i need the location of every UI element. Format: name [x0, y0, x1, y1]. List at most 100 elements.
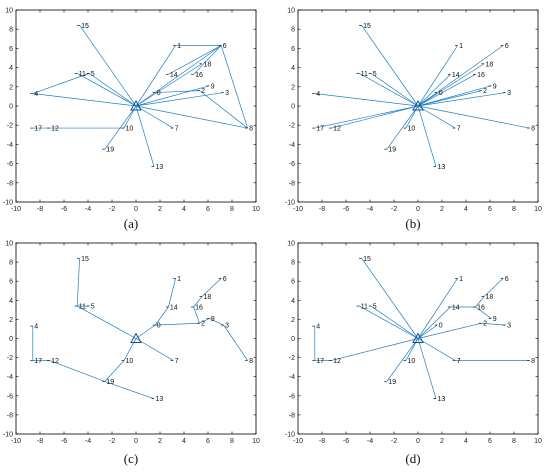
- node-label: 0: [439, 323, 443, 330]
- edge-line: [481, 322, 506, 326]
- edge-line: [417, 85, 492, 107]
- edge-line: [314, 105, 419, 129]
- y-tick-label: -2: [7, 355, 13, 362]
- node-label: 17: [34, 126, 42, 133]
- y-tick-label: 2: [9, 317, 13, 324]
- x-tick-label: 0: [416, 206, 420, 213]
- node-label: 18: [204, 61, 212, 68]
- edge-line: [135, 85, 210, 107]
- x-tick-label: -8: [319, 206, 325, 213]
- node-label: 11: [361, 71, 368, 78]
- node-label: 19: [106, 379, 114, 386]
- y-tick-label: 0: [9, 336, 13, 343]
- node-label: 2: [201, 88, 205, 95]
- x-tick-label: -10: [293, 438, 303, 445]
- node-label: 6: [505, 276, 509, 283]
- y-tick-label: -8: [289, 180, 295, 187]
- y-tick-label: 6: [291, 279, 295, 286]
- panel-caption: (d): [405, 451, 420, 466]
- node-label: 16: [477, 72, 485, 79]
- node-label: 10: [126, 358, 134, 365]
- y-tick-label: -10: [285, 200, 295, 207]
- sink-triangle-icon: [412, 99, 424, 111]
- y-tick-label: 0: [291, 104, 295, 111]
- edge-line: [104, 360, 125, 382]
- node-label: 4: [316, 324, 320, 331]
- node-label: 19: [388, 147, 396, 154]
- x-tick-label: -4: [85, 206, 91, 213]
- edge-line: [201, 278, 222, 297]
- y-tick-label: -10: [3, 432, 13, 439]
- panel-caption: (b): [405, 216, 420, 231]
- node-label: 12: [51, 126, 59, 133]
- node-label: 0: [157, 323, 161, 330]
- x-tick-label: -2: [109, 206, 115, 213]
- node-label: 1: [459, 43, 463, 50]
- node-label: 5: [91, 304, 95, 311]
- node-label: 18: [486, 61, 494, 68]
- edge-line: [104, 381, 155, 399]
- y-tick-label: 10: [5, 8, 13, 15]
- node-label: 6: [223, 276, 227, 283]
- y-tick-label: 8: [291, 260, 295, 267]
- y-tick-label: -2: [289, 123, 295, 130]
- edge-line: [32, 93, 137, 107]
- node-label: 0: [439, 90, 443, 97]
- y-tick-label: 4: [291, 65, 295, 72]
- y-tick-label: 8: [291, 27, 295, 34]
- y-tick-label: -6: [7, 161, 13, 168]
- edge-line: [104, 105, 137, 150]
- x-tick-label: 10: [534, 206, 542, 213]
- x-tick-label: -4: [367, 206, 373, 213]
- y-tick-label: -10: [285, 432, 295, 439]
- edge-line: [76, 258, 80, 307]
- node-label: 16: [195, 72, 203, 79]
- node-label: 19: [106, 147, 114, 154]
- y-tick-label: -6: [7, 393, 13, 400]
- x-tick-label: 4: [464, 206, 468, 213]
- node-label: 3: [507, 90, 511, 97]
- x-tick-label: -2: [391, 206, 397, 213]
- node-label: 12: [51, 358, 59, 365]
- node-label: 6: [505, 43, 509, 50]
- node-label: 0: [157, 90, 161, 97]
- edge-line: [135, 324, 156, 339]
- x-tick-label: -8: [319, 438, 325, 445]
- edge-line: [359, 305, 419, 339]
- node-label: 17: [34, 358, 42, 365]
- y-tick-label: -8: [7, 412, 13, 419]
- edge-line: [193, 306, 200, 324]
- x-tick-label: -6: [343, 438, 349, 445]
- node-label: 8: [249, 126, 253, 133]
- node-label: 1: [177, 276, 181, 283]
- x-tick-label: 8: [230, 438, 234, 445]
- node-label: 15: [363, 23, 371, 30]
- edge-line: [417, 105, 437, 167]
- y-tick-label: 10: [287, 8, 295, 15]
- node-label: 3: [507, 323, 511, 330]
- edge-line: [168, 278, 176, 308]
- node-label: 5: [91, 71, 95, 78]
- x-tick-label: -6: [61, 438, 67, 445]
- y-tick-label: 10: [5, 241, 13, 248]
- x-tick-label: 10: [252, 438, 260, 445]
- edge-line: [417, 45, 504, 107]
- node-label: 13: [438, 164, 446, 171]
- y-tick-label: 4: [9, 65, 13, 72]
- node-label: 13: [156, 164, 164, 171]
- node-label: 9: [211, 83, 215, 90]
- y-tick-label: 4: [9, 298, 13, 305]
- x-tick-label: 6: [206, 206, 210, 213]
- node-label: 2: [201, 321, 205, 328]
- edge-line: [483, 278, 504, 297]
- x-tick-label: -10: [11, 206, 21, 213]
- node-label: 18: [204, 294, 212, 301]
- node-label: 13: [156, 396, 164, 403]
- x-tick-label: 2: [158, 206, 162, 213]
- y-tick-label: 4: [291, 298, 295, 305]
- y-tick-label: -2: [289, 355, 295, 362]
- edge-line: [331, 338, 419, 361]
- node-label: 11: [79, 304, 86, 311]
- edge-line: [135, 338, 174, 361]
